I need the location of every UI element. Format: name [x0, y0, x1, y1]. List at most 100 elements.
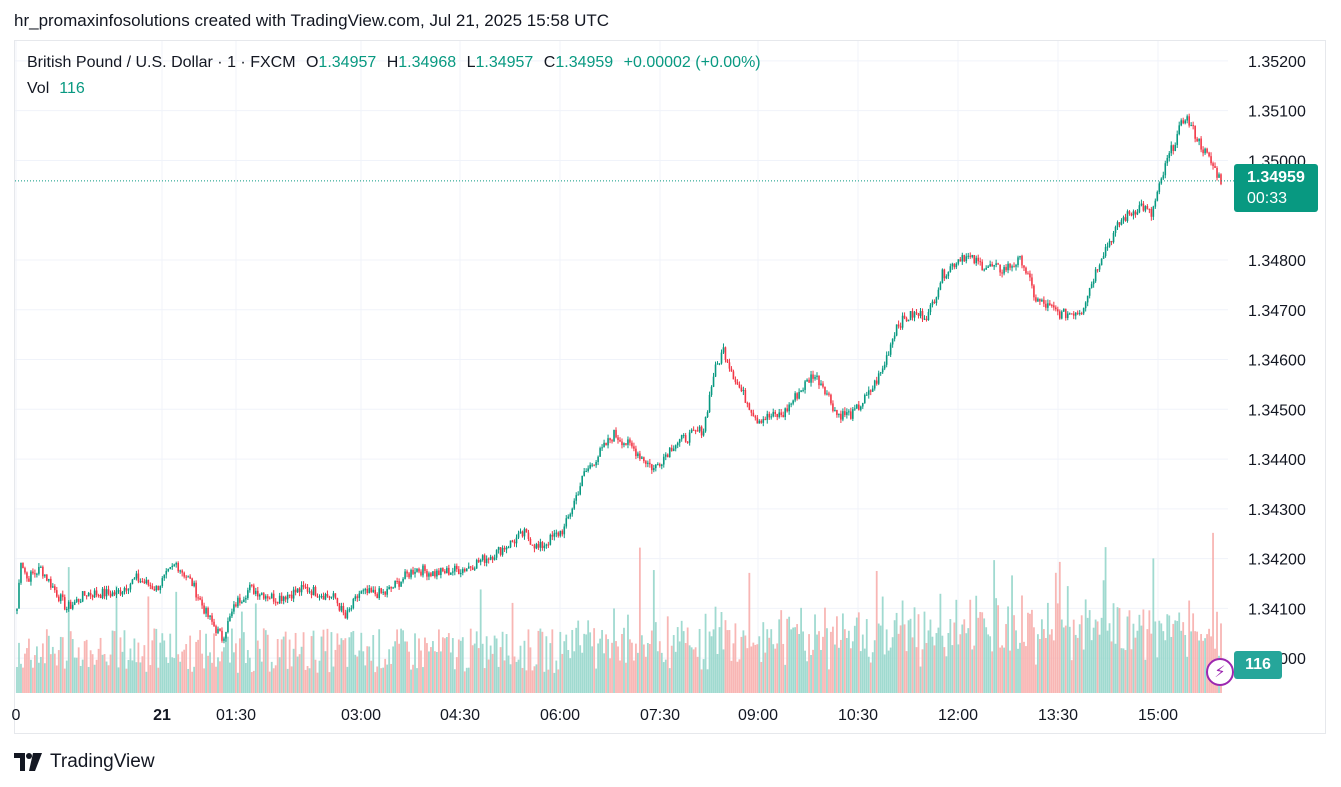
candle-body [881, 368, 884, 373]
volume-bar [652, 570, 655, 693]
volume-bar [32, 667, 34, 693]
volume-bar [764, 652, 767, 693]
candle-body [350, 608, 353, 610]
volume-bar [1206, 634, 1208, 693]
volume-bar [463, 671, 466, 693]
candle-body [1210, 156, 1212, 164]
volume-bar [897, 633, 900, 693]
candle-body [963, 255, 966, 262]
candle-body [973, 255, 976, 264]
volume-bar [999, 647, 1002, 693]
volume-bar [702, 659, 705, 693]
volume-bar [79, 665, 82, 693]
volume-bar [436, 651, 438, 693]
candle-body [658, 464, 661, 467]
candle-body [59, 594, 62, 602]
volume-bar [631, 642, 633, 693]
candle-body [999, 264, 1001, 273]
candle-body [1142, 203, 1145, 211]
candle-body [404, 571, 406, 579]
volume-bar [915, 647, 918, 693]
candle-body [537, 544, 540, 548]
volume-bar [195, 641, 198, 693]
volume-bar [1112, 603, 1115, 693]
volume-bar [1090, 640, 1093, 693]
candle-body [1049, 303, 1051, 306]
volume-bar [422, 667, 424, 693]
candle-body [899, 326, 902, 328]
volume-bar [1168, 615, 1171, 693]
volume-bar [875, 570, 878, 693]
volume-bar [1021, 595, 1023, 693]
candle-body [897, 324, 900, 327]
candle-body [1220, 174, 1222, 185]
volume-bar [640, 635, 643, 693]
volume-bar [125, 668, 128, 693]
volume-bar [43, 663, 46, 693]
candle-body [177, 562, 179, 572]
candle-body [1124, 217, 1127, 222]
volume-bar [744, 635, 747, 693]
volume-bar [503, 660, 506, 693]
candle-body [1051, 305, 1053, 307]
candle-body [742, 390, 745, 392]
volume-bar [1196, 631, 1199, 693]
candle-body [1037, 298, 1039, 302]
volume-bar [722, 649, 725, 693]
volume-bar [644, 656, 647, 693]
volume-bar [326, 628, 329, 693]
candle-body [1204, 148, 1206, 154]
close-label: C [543, 54, 556, 71]
lightning-bolt-icon[interactable]: ⚡ [1206, 658, 1234, 686]
candle-body [87, 592, 90, 597]
volume-bar [676, 627, 679, 693]
volume-bar [298, 654, 301, 693]
candle-body [1192, 125, 1194, 127]
candle-body [521, 531, 524, 537]
candle-body [613, 429, 615, 442]
candle-body [221, 630, 223, 641]
volume-bar [853, 625, 856, 693]
volume-bar [571, 629, 574, 693]
candle-body [450, 572, 452, 575]
candle-body [1084, 302, 1087, 309]
volume-bar [221, 651, 223, 693]
volume-bar [65, 660, 68, 693]
candle-body [469, 566, 472, 568]
candle-body [1218, 174, 1220, 178]
volume-bar [336, 633, 339, 693]
candle-body [32, 571, 34, 574]
volume-bar [151, 640, 154, 693]
candle-body [326, 594, 329, 597]
x-tick-label: 12:00 [938, 707, 978, 724]
candle-body [1150, 209, 1153, 217]
candle-body [997, 263, 999, 265]
candle-body [1064, 308, 1067, 318]
volume-bar [147, 596, 150, 693]
symbol-title[interactable]: British Pound / U.S. Dollar · 1 · FXCM [27, 54, 296, 71]
volume-bar [459, 640, 462, 693]
candle-body [40, 566, 42, 568]
candle-body [1076, 312, 1079, 314]
volume-bar [1104, 547, 1107, 693]
candle-body [758, 420, 761, 424]
volume-bar [824, 607, 826, 693]
candle-body [750, 409, 753, 413]
candle-body [378, 588, 380, 599]
candle-body [891, 338, 894, 345]
candle-body [370, 588, 373, 592]
volume-bar [238, 638, 241, 693]
volume-bar [658, 641, 661, 693]
volume-bar [724, 620, 727, 693]
footer: TradingView [14, 750, 155, 774]
candle-body [979, 261, 981, 263]
candle-body [967, 255, 970, 257]
tradingview-logo-icon [14, 753, 42, 771]
candle-body [830, 394, 832, 404]
candle-body [304, 586, 307, 588]
volume-bar [625, 662, 627, 693]
volume-bar [1070, 660, 1073, 693]
candle-body [555, 532, 558, 534]
candle-body [412, 569, 414, 574]
